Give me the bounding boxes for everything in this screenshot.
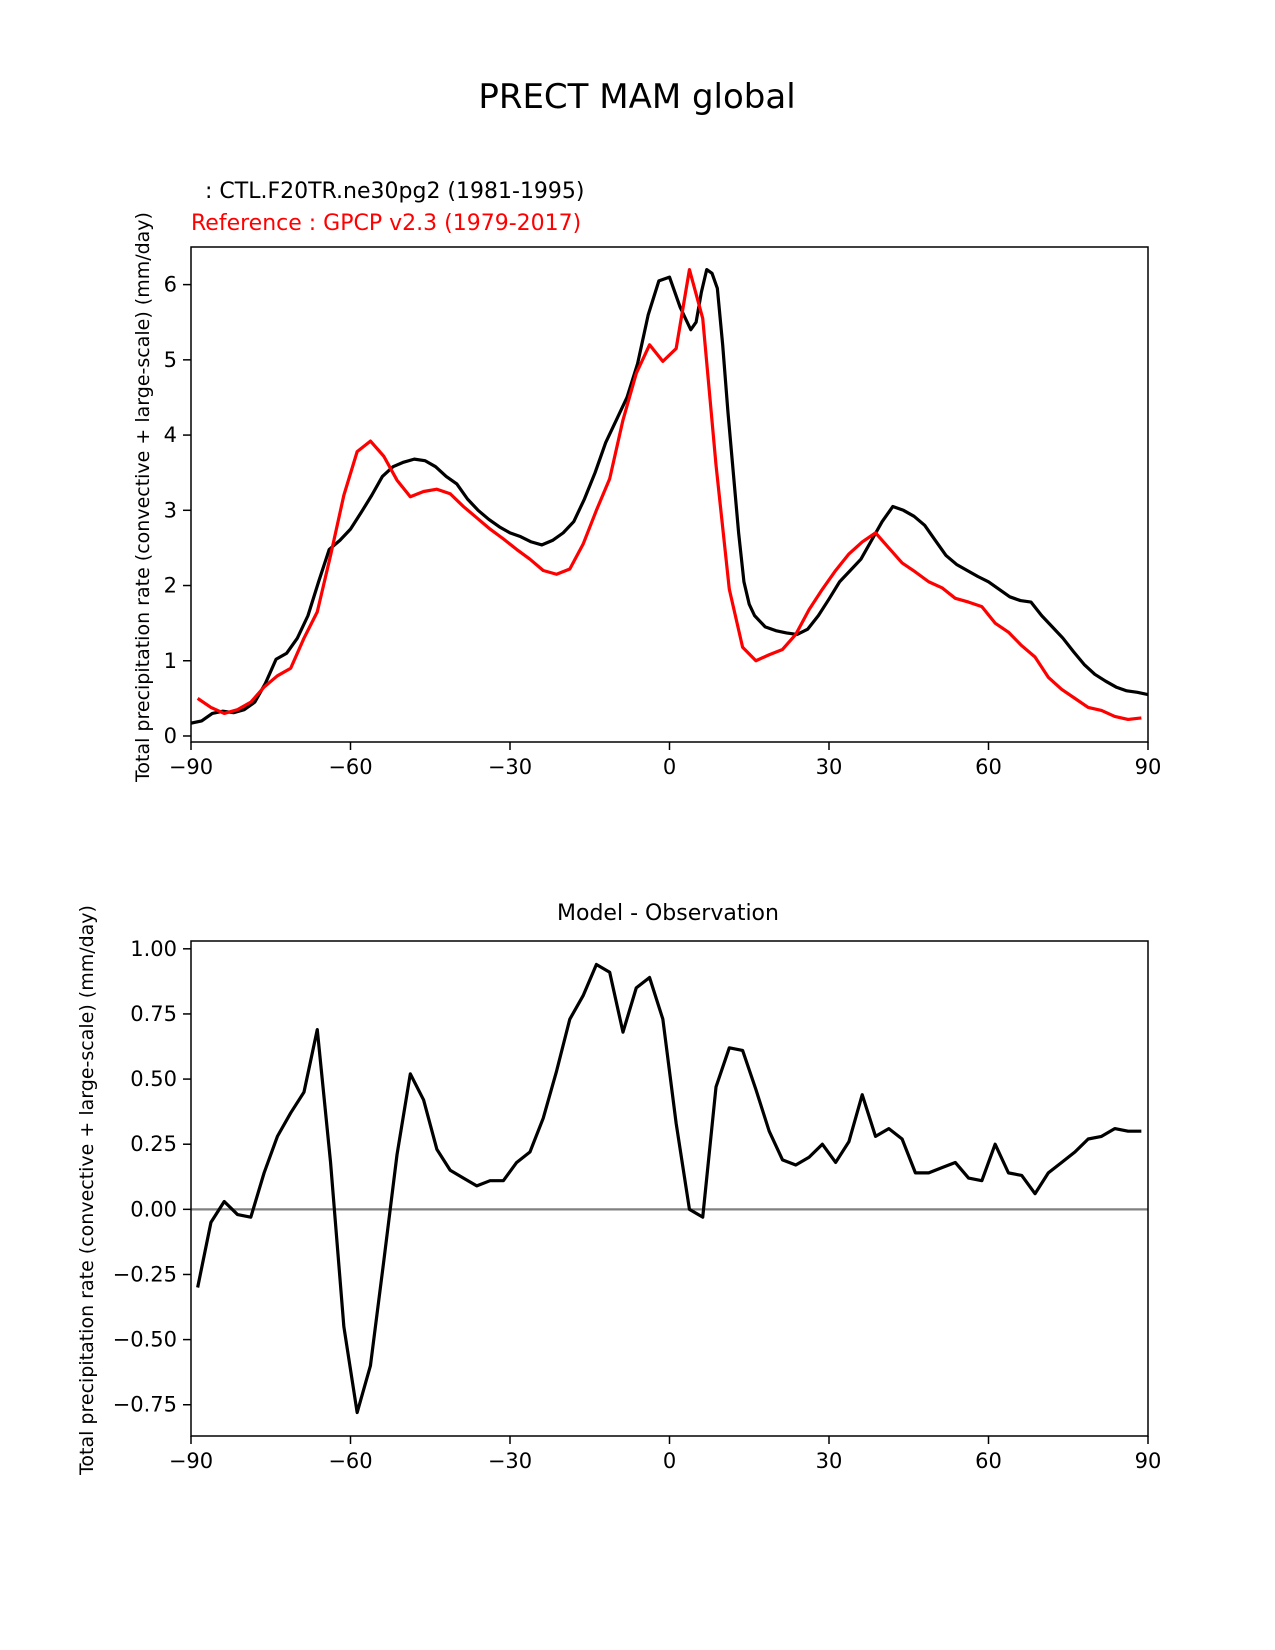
- x-tick-label: 30: [816, 755, 843, 779]
- y-tick-label: 4: [164, 423, 177, 447]
- bottom-panel: Model - Observation Total precipitation …: [76, 901, 1161, 1476]
- x-tick-label: 90: [1135, 755, 1162, 779]
- y-tick-label: 2: [164, 574, 177, 598]
- top-panel: : CTL.F20TR.ne30pg2 (1981-1995) Referenc…: [132, 179, 1162, 783]
- y-tick-label: −0.50: [113, 1328, 177, 1352]
- y-tick-label: 0: [164, 724, 177, 748]
- x-tick-label: −30: [488, 755, 532, 779]
- y-tick-label: 0.00: [130, 1197, 177, 1221]
- y-tick-label: 0.25: [130, 1132, 177, 1156]
- figure-title: PRECT MAM global: [478, 77, 795, 117]
- x-tick-label: −90: [169, 755, 213, 779]
- x-tick-label: −60: [328, 755, 372, 779]
- y-tick-label: 6: [164, 273, 177, 297]
- x-tick-label: 60: [975, 755, 1002, 779]
- series-line-primary: [196, 962, 1142, 1415]
- bottom-panel-title: Model - Observation: [557, 901, 779, 926]
- x-tick-label: 90: [1135, 1449, 1162, 1473]
- y-tick-label: 5: [164, 348, 177, 372]
- y-tick-label: −0.25: [113, 1262, 177, 1286]
- y-tick-label: 3: [164, 498, 177, 522]
- y-tick-label: 0.50: [130, 1067, 177, 1091]
- y-tick-label: −0.75: [113, 1393, 177, 1417]
- y-tick-label: 1.00: [130, 937, 177, 961]
- series-line-secondary: [196, 267, 1142, 722]
- x-tick-label: −30: [488, 1449, 532, 1473]
- x-tick-label: −60: [328, 1449, 372, 1473]
- series-line-primary: [191, 267, 1148, 725]
- test-case-label: : CTL.F20TR.ne30pg2 (1981-1995): [205, 179, 585, 204]
- y-tick-label: 0.75: [130, 1002, 177, 1026]
- y-tick-label: 1: [164, 649, 177, 673]
- x-tick-label: 0: [663, 755, 676, 779]
- x-tick-label: 0: [663, 1449, 676, 1473]
- x-tick-label: 60: [975, 1449, 1002, 1473]
- x-tick-label: 30: [816, 1449, 843, 1473]
- bottom-plot-area: −90 −60 −30 0 30 60 90 −0.75 −0.50 −0.25 0.00 0.25 0…: [113, 937, 1162, 1473]
- bottom-y-axis-label: Total precipitation rate (convective + l…: [76, 905, 98, 1476]
- reference-label: Reference : GPCP v2.3 (1979-2017): [191, 211, 581, 236]
- top-plot-area: −90 −60 −30 0 30 60 90 0 1 2 3 4 5 6: [164, 246, 1162, 779]
- x-tick-label: −90: [169, 1449, 213, 1473]
- top-y-axis-label: Total precipitation rate (convective + l…: [132, 212, 154, 783]
